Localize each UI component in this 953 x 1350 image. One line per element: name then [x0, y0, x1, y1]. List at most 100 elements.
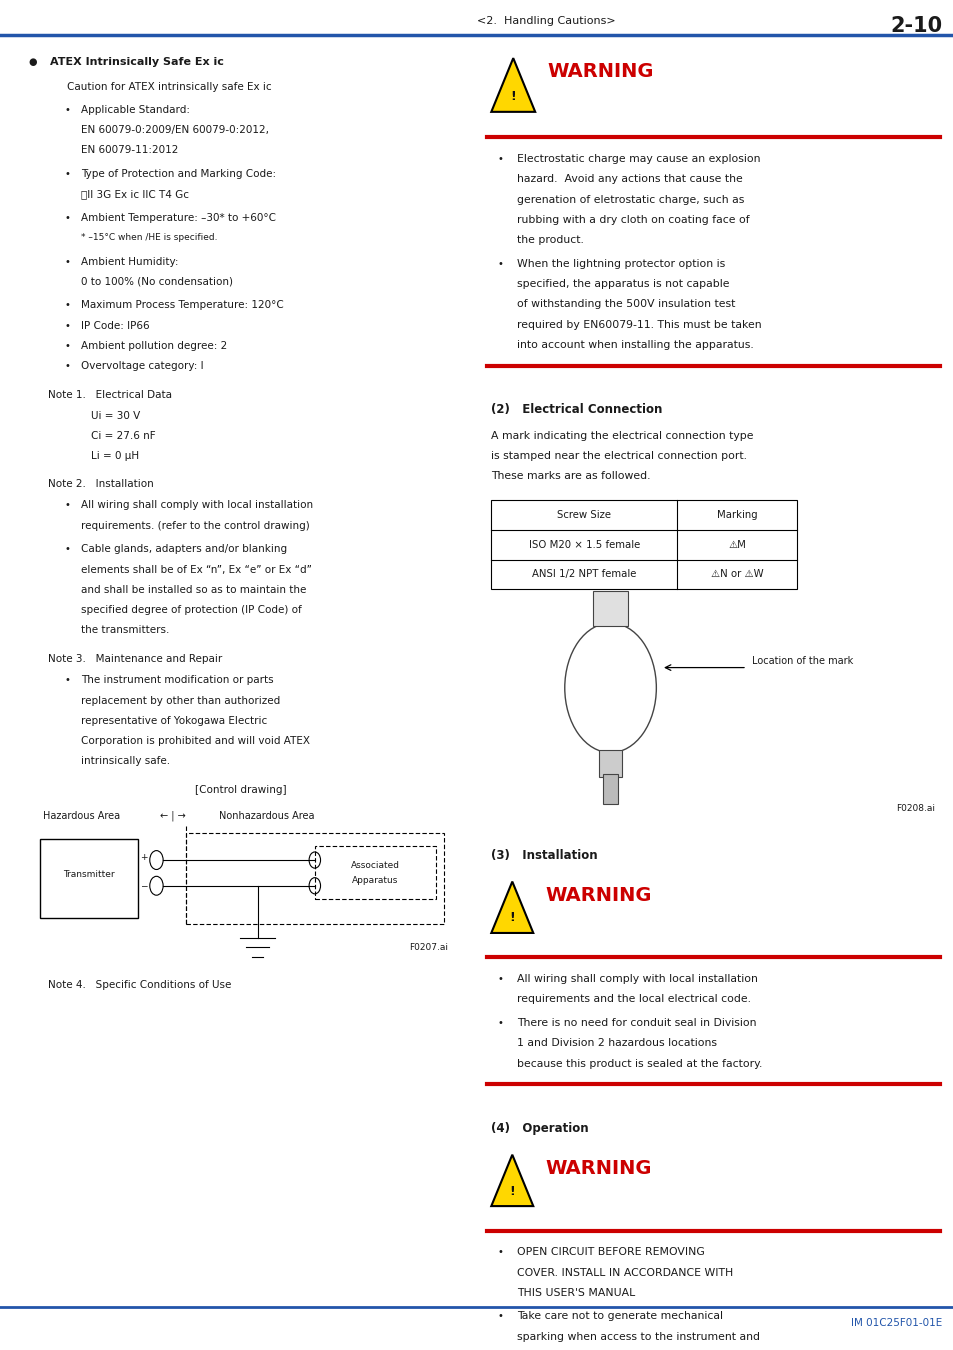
Text: ⚠N or ⚠W: ⚠N or ⚠W — [710, 570, 762, 579]
Text: These marks are as followed.: These marks are as followed. — [491, 471, 650, 481]
Text: •: • — [497, 1018, 503, 1027]
Text: Location of the mark: Location of the mark — [751, 656, 852, 666]
Text: Hazardous Area: Hazardous Area — [43, 810, 120, 821]
Text: Overvoltage category: I: Overvoltage category: I — [81, 362, 204, 371]
Text: elements shall be of Ex “n”, Ex “e” or Ex “d”: elements shall be of Ex “n”, Ex “e” or E… — [81, 564, 312, 575]
Text: A mark indicating the electrical connection type: A mark indicating the electrical connect… — [491, 431, 753, 440]
Text: (2)   Electrical Connection: (2) Electrical Connection — [491, 404, 662, 416]
Text: ●: ● — [29, 57, 37, 66]
Text: ⚠M: ⚠M — [727, 540, 745, 549]
Text: rubbing with a dry cloth on coating face of: rubbing with a dry cloth on coating face… — [517, 215, 749, 225]
Text: Type of Protection and Marking Code:: Type of Protection and Marking Code: — [81, 169, 276, 180]
Text: •: • — [497, 1247, 503, 1257]
Text: Corporation is prohibited and will void ATEX: Corporation is prohibited and will void … — [81, 736, 310, 747]
Text: Note 1.   Electrical Data: Note 1. Electrical Data — [48, 390, 172, 401]
Text: Maximum Process Temperature: 120°C: Maximum Process Temperature: 120°C — [81, 301, 284, 310]
Text: !: ! — [509, 1184, 515, 1197]
Text: Ambient pollution degree: 2: Ambient pollution degree: 2 — [81, 342, 227, 351]
FancyBboxPatch shape — [598, 751, 621, 778]
Text: representative of Yokogawa Electric: representative of Yokogawa Electric — [81, 716, 267, 726]
Bar — [491, 501, 796, 590]
Text: !: ! — [509, 911, 515, 925]
Text: requirements. (refer to the control drawing): requirements. (refer to the control draw… — [81, 521, 310, 531]
Text: •: • — [65, 675, 71, 686]
Text: [Control drawing]: [Control drawing] — [194, 786, 287, 795]
Text: of withstanding the 500V insulation test: of withstanding the 500V insulation test — [517, 300, 735, 309]
Text: Cable glands, adapters and/or blanking: Cable glands, adapters and/or blanking — [81, 544, 287, 555]
Text: There is no need for conduit seal in Division: There is no need for conduit seal in Div… — [517, 1018, 756, 1027]
Text: specified degree of protection (IP Code) of: specified degree of protection (IP Code)… — [81, 605, 301, 616]
Text: Apparatus: Apparatus — [352, 876, 398, 884]
Text: WARNING: WARNING — [547, 62, 654, 81]
Text: and shall be installed so as to maintain the: and shall be installed so as to maintain… — [81, 585, 306, 595]
Text: Applicable Standard:: Applicable Standard: — [81, 105, 190, 115]
Text: •: • — [65, 105, 71, 115]
Text: ISO M20 × 1.5 female: ISO M20 × 1.5 female — [528, 540, 639, 549]
Text: F0207.ai: F0207.ai — [409, 944, 448, 952]
Text: Marking: Marking — [716, 510, 757, 520]
Text: <2.  Handling Cautions>: <2. Handling Cautions> — [476, 16, 615, 26]
Text: All wiring shall comply with local installation: All wiring shall comply with local insta… — [81, 501, 313, 510]
Text: Ci = 27.6 nF: Ci = 27.6 nF — [91, 431, 155, 441]
Text: * –15°C when /HE is specified.: * –15°C when /HE is specified. — [81, 234, 217, 242]
Text: ⓔII 3G Ex ic IIC T4 Gc: ⓔII 3G Ex ic IIC T4 Gc — [81, 189, 189, 200]
Text: −: − — [140, 882, 148, 891]
Text: Ambient Humidity:: Ambient Humidity: — [81, 256, 178, 267]
Text: Take care not to generate mechanical: Take care not to generate mechanical — [517, 1311, 722, 1322]
Text: (3)   Installation: (3) Installation — [491, 849, 598, 861]
Text: 1 and Division 2 hazardous locations: 1 and Division 2 hazardous locations — [517, 1038, 717, 1049]
Text: because this product is sealed at the factory.: because this product is sealed at the fa… — [517, 1058, 761, 1069]
FancyBboxPatch shape — [593, 591, 627, 626]
Text: Caution for ATEX intrinsically safe Ex ic: Caution for ATEX intrinsically safe Ex i… — [67, 82, 271, 92]
Text: sparking when access to the instrument and: sparking when access to the instrument a… — [517, 1331, 760, 1342]
Text: into account when installing the apparatus.: into account when installing the apparat… — [517, 340, 753, 350]
Text: WARNING: WARNING — [545, 1158, 652, 1177]
Text: EN 60079-11:2012: EN 60079-11:2012 — [81, 146, 178, 155]
Polygon shape — [491, 882, 533, 933]
Text: Electrostatic charge may cause an explosion: Electrostatic charge may cause an explos… — [517, 154, 760, 165]
Text: •: • — [497, 154, 503, 165]
Text: +: + — [140, 853, 148, 863]
Text: •: • — [497, 1311, 503, 1322]
Text: OPEN CIRCUIT BEFORE REMOVING: OPEN CIRCUIT BEFORE REMOVING — [517, 1247, 704, 1257]
Text: (4)   Operation: (4) Operation — [491, 1122, 588, 1135]
Text: THIS USER'S MANUAL: THIS USER'S MANUAL — [517, 1288, 635, 1297]
Text: required by EN60079-11. This must be taken: required by EN60079-11. This must be tak… — [517, 320, 760, 329]
Text: gerenation of eletrostatic charge, such as: gerenation of eletrostatic charge, such … — [517, 194, 743, 205]
Text: Screw Size: Screw Size — [557, 510, 611, 520]
Text: •: • — [65, 256, 71, 267]
Text: IP Code: IP66: IP Code: IP66 — [81, 321, 150, 331]
Text: EN 60079-0:2009/EN 60079-0:2012,: EN 60079-0:2009/EN 60079-0:2012, — [81, 126, 269, 135]
Text: •: • — [497, 975, 503, 984]
Text: •: • — [65, 213, 71, 223]
Text: Note 2.   Installation: Note 2. Installation — [48, 479, 153, 490]
FancyBboxPatch shape — [602, 775, 618, 805]
Text: Note 3.   Maintenance and Repair: Note 3. Maintenance and Repair — [48, 655, 222, 664]
Text: Transmitter: Transmitter — [63, 869, 115, 879]
Text: Ui = 30 V: Ui = 30 V — [91, 412, 140, 421]
Text: The instrument modification or parts: The instrument modification or parts — [81, 675, 274, 686]
Text: ANSI 1/2 NPT female: ANSI 1/2 NPT female — [532, 570, 636, 579]
Text: ATEX Intrinsically Safe Ex ic: ATEX Intrinsically Safe Ex ic — [50, 57, 223, 66]
Text: ← | →: ← | → — [160, 810, 186, 821]
Text: is stamped near the electrical connection port.: is stamped near the electrical connectio… — [491, 451, 746, 460]
Text: •: • — [65, 362, 71, 371]
Text: COVER. INSTALL IN ACCORDANCE WITH: COVER. INSTALL IN ACCORDANCE WITH — [517, 1268, 733, 1277]
Text: requirements and the local electrical code.: requirements and the local electrical co… — [517, 995, 750, 1004]
Polygon shape — [491, 1154, 533, 1206]
Text: F0208.ai: F0208.ai — [895, 805, 934, 813]
Text: Associated: Associated — [351, 861, 399, 869]
Text: specified, the apparatus is not capable: specified, the apparatus is not capable — [517, 279, 729, 289]
Text: replacement by other than authorized: replacement by other than authorized — [81, 695, 280, 706]
Text: •: • — [65, 301, 71, 310]
Text: Ambient Temperature: –30* to +60°C: Ambient Temperature: –30* to +60°C — [81, 213, 275, 223]
Text: Li = 0 μH: Li = 0 μH — [91, 451, 138, 460]
Text: intrinsically safe.: intrinsically safe. — [81, 756, 170, 767]
Text: •: • — [65, 321, 71, 331]
Text: WARNING: WARNING — [545, 886, 652, 904]
Polygon shape — [491, 58, 535, 112]
Text: Note 4.   Specific Conditions of Use: Note 4. Specific Conditions of Use — [48, 980, 231, 990]
Text: the transmitters.: the transmitters. — [81, 625, 170, 636]
Text: •: • — [65, 544, 71, 555]
Text: IM 01C25F01-01E: IM 01C25F01-01E — [850, 1318, 942, 1327]
